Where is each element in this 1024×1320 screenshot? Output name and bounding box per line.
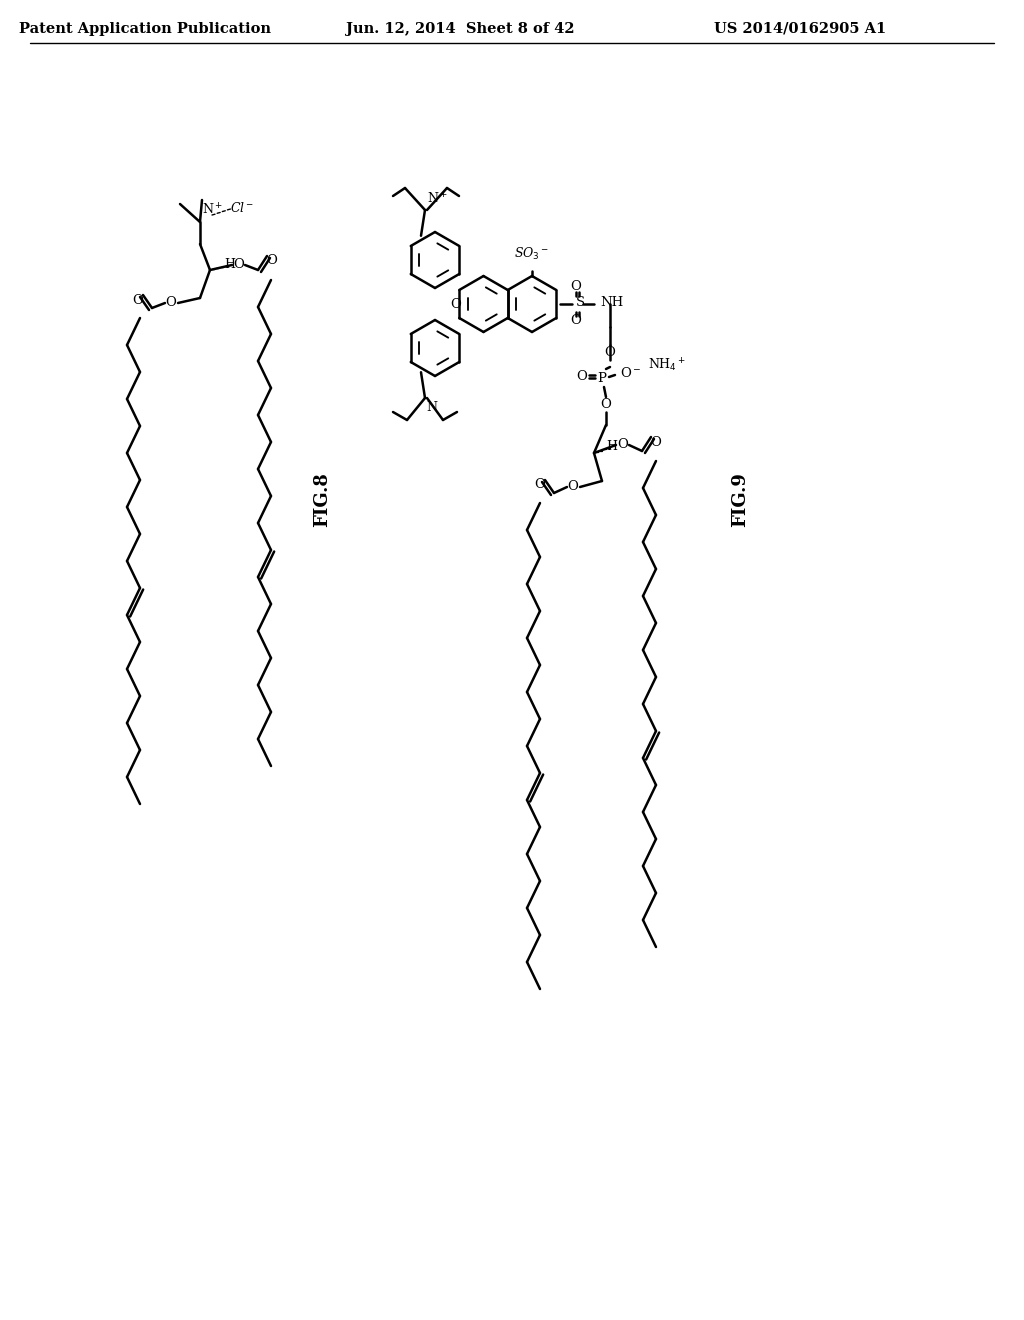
Text: O: O [166,297,176,309]
Text: O: O [650,436,662,449]
Text: Jun. 12, 2014  Sheet 8 of 42: Jun. 12, 2014 Sheet 8 of 42 [346,22,574,36]
Text: O$^-$: O$^-$ [620,366,642,380]
Text: O: O [567,480,579,494]
Text: O: O [451,297,461,310]
Text: O: O [132,293,143,306]
Text: N$^+$: N$^+$ [427,191,449,207]
Text: H: H [606,441,617,454]
Text: NH: NH [600,296,624,309]
Text: US 2014/0162905 A1: US 2014/0162905 A1 [714,22,886,36]
Text: O: O [535,479,546,491]
Text: Patent Application Publication: Patent Application Publication [19,22,271,36]
Text: O: O [604,346,615,359]
Text: O: O [266,255,278,268]
Text: Cl$^-$: Cl$^-$ [230,201,254,215]
Text: N$^+$: N$^+$ [202,203,223,218]
Text: FIG.9: FIG.9 [731,473,749,528]
Text: N: N [426,401,437,414]
Text: O: O [617,438,629,451]
Text: O: O [570,281,582,293]
Text: S: S [575,296,585,309]
Text: SO$_3$$^-$: SO$_3$$^-$ [514,246,550,261]
Text: NH$_4$$^+$: NH$_4$$^+$ [648,356,686,374]
Text: O: O [570,314,582,327]
Text: O: O [577,371,588,384]
Text: H: H [224,259,236,272]
Text: P: P [597,372,606,385]
Text: O: O [233,257,245,271]
Text: O: O [600,399,611,412]
Text: FIG.8: FIG.8 [313,473,331,528]
